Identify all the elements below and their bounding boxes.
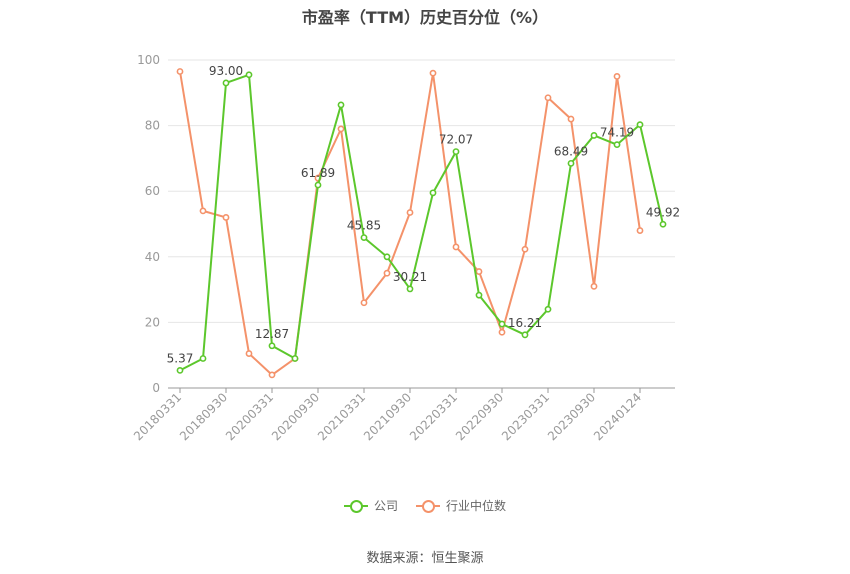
series-0-point <box>245 71 253 79</box>
series-1-point <box>176 68 184 75</box>
data-label: 30.21 <box>393 270 427 284</box>
series-0-point <box>268 342 276 350</box>
series-0-point <box>659 220 667 228</box>
series-1-point <box>245 350 253 357</box>
series-1-point <box>268 371 276 379</box>
series-1-point <box>406 209 414 216</box>
chart-title: 市盈率（TTM）历史百分位（%） <box>301 8 549 27</box>
series-1-point <box>613 73 621 80</box>
series-0-point <box>498 320 506 328</box>
series-0-point <box>176 366 184 374</box>
series-0-point <box>475 291 483 299</box>
legend-industry-swatch <box>416 499 440 513</box>
series-1-point <box>429 69 437 77</box>
series-1-point <box>498 328 506 336</box>
legend-company-swatch <box>343 499 368 513</box>
data-label: 49.92 <box>646 205 680 219</box>
x-tick-label: 20200930 <box>269 390 322 443</box>
legend-item-industry-median[interactable]: 行业中位数 <box>416 497 506 514</box>
y-tick-label: 60 <box>145 184 160 198</box>
series-0-point <box>613 141 621 149</box>
series-1-point <box>452 243 460 251</box>
series-1-point <box>337 125 345 133</box>
x-tick-label: 20230331 <box>499 390 552 443</box>
x-tick-label: 20210930 <box>361 390 414 443</box>
series-0-point <box>383 253 391 261</box>
data-label: 68.49 <box>554 144 588 158</box>
series-0-point <box>521 331 529 339</box>
legend-item-company[interactable]: 公司 <box>343 497 398 514</box>
data-label: 93.00 <box>209 64 243 78</box>
y-tick-label: 20 <box>145 315 160 329</box>
chart-legend: 公司 行业中位数 <box>0 497 850 514</box>
series-0-point <box>199 355 207 362</box>
series-1-point <box>222 214 230 221</box>
series-0-point <box>360 234 368 242</box>
series-1-point <box>544 94 552 102</box>
x-tick-label: 20180930 <box>177 390 230 443</box>
series-0-point <box>222 79 230 87</box>
series-1-point <box>475 268 483 275</box>
x-tick-label: 20220930 <box>453 390 506 443</box>
series-0-point <box>567 159 575 167</box>
data-label: 74.19 <box>600 126 634 140</box>
y-tick-label: 80 <box>145 119 160 133</box>
series-0-point <box>429 189 437 197</box>
x-tick-label: 20200331 <box>223 390 276 443</box>
series-1-point <box>199 207 207 215</box>
data-label: 72.07 <box>439 133 473 147</box>
x-tick-label: 20210331 <box>315 390 368 443</box>
legend-company-label: 公司 <box>373 499 398 513</box>
data-label: 12.87 <box>255 327 289 341</box>
series-0-point <box>590 132 598 139</box>
y-tick-label: 0 <box>152 381 160 395</box>
x-tick-label: 20230930 <box>545 390 598 443</box>
series-0-point <box>314 181 322 189</box>
series-1-point <box>360 299 368 307</box>
series-0-point <box>337 101 345 109</box>
series-1-point <box>567 115 575 123</box>
y-tick-label: 40 <box>145 250 160 264</box>
x-tick-label: 20240124 <box>591 390 644 443</box>
series-1-point <box>521 245 529 253</box>
data-label: 45.85 <box>347 219 381 233</box>
data-source-note: 数据来源：恒生聚源 <box>366 551 484 566</box>
x-tick-label: 20180331 <box>131 390 184 443</box>
series-1-point <box>636 227 644 234</box>
x-tick-label: 20220331 <box>407 390 460 443</box>
data-label: 61.89 <box>301 166 335 180</box>
series-0-point <box>544 305 552 313</box>
data-label: 5.37 <box>167 351 194 365</box>
data-label: 16.21 <box>508 316 542 330</box>
series-0-point <box>406 285 414 293</box>
series-1-point <box>590 282 598 290</box>
series-0-point <box>291 355 299 362</box>
series-1-point <box>383 269 391 277</box>
legend-industry-label: 行业中位数 <box>446 499 507 513</box>
series-line-0 <box>179 73 664 372</box>
series-0-point <box>636 121 644 129</box>
series-0-point <box>452 148 460 156</box>
y-tick-label: 100 <box>137 53 160 67</box>
